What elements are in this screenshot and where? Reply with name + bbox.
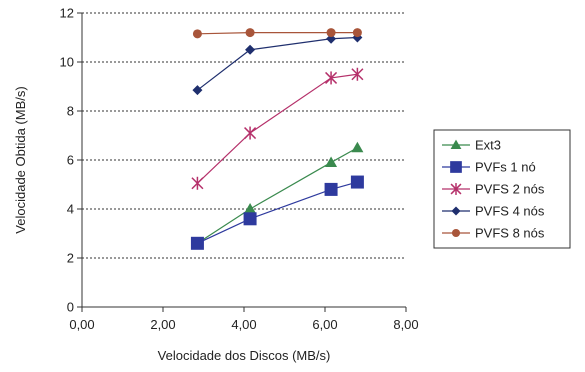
x-tick-label: 6,00: [312, 317, 337, 332]
series-line: [197, 31, 358, 35]
legend-label: PVFS 8 nós: [475, 226, 545, 241]
series-line: [197, 36, 358, 91]
x-tick-label: 0,00: [69, 317, 94, 332]
legend-entry: PVFS 2 nós: [442, 182, 545, 197]
legend-label: Ext3: [475, 138, 501, 153]
y-axis-title: Velocidade Obtida (MB/s): [13, 86, 28, 233]
x-tick-label: 2,00: [150, 317, 175, 332]
x-tick-label: 8,00: [393, 317, 418, 332]
legend-entry: PVFS 8 nós: [442, 226, 545, 241]
data-point: [450, 139, 462, 150]
y-tick-label: 12: [60, 6, 74, 21]
gridlines: [82, 12, 406, 259]
legend-entry: Ext3: [442, 138, 501, 153]
legend-entry: PVFS 4 nós: [442, 204, 545, 219]
data-point: [244, 203, 257, 214]
data-point: [450, 161, 462, 173]
data-point: [192, 29, 202, 39]
data-point: [451, 228, 461, 238]
data-point: [351, 141, 364, 153]
legend-label: PVFS 4 nós: [475, 204, 545, 219]
data-point: [450, 183, 462, 195]
data-point: [325, 156, 338, 167]
data-point: [243, 212, 257, 226]
y-tick-label: 10: [60, 55, 74, 70]
data-point: [245, 28, 255, 38]
series-pvfs-1-n-: [190, 175, 364, 250]
data-point: [192, 85, 203, 96]
x-tick-label: 4,00: [231, 317, 256, 332]
y-tick-label: 2: [67, 251, 74, 266]
legend-label: PVFS 2 nós: [475, 182, 545, 197]
data-point: [325, 71, 338, 85]
series-group: [190, 28, 364, 250]
legend: Ext3 PVFs 1 nó PVFS 2 nós PVFS 4 nós PVFS 8 …: [433, 129, 571, 249]
x-axis-title: Velocidade dos Discos (MB/s): [158, 348, 331, 363]
series-ext3: [191, 141, 364, 248]
legend-entry: PVFs 1 nó: [442, 160, 536, 175]
data-point: [451, 206, 461, 216]
y-tick-label: 0: [67, 300, 74, 315]
data-point: [191, 176, 204, 190]
data-point: [350, 175, 364, 189]
x-tick-labels: 0,00 2,00 4,00 6,00 8,00: [69, 317, 418, 332]
y-tick-label: 4: [67, 202, 74, 217]
data-point: [352, 28, 362, 38]
y-tick-label: 8: [67, 104, 74, 119]
series-pvfs-8-n-s: [192, 28, 362, 39]
data-point: [245, 44, 256, 55]
y-tick-label: 6: [67, 153, 74, 168]
series-line: [197, 181, 358, 244]
y-tick-labels: 0 2 4 6 8 10 12: [60, 6, 74, 315]
series-line: [197, 147, 358, 244]
axes: [77, 12, 407, 312]
series-line: [197, 73, 358, 184]
series-pvfs-4-n-s: [192, 32, 363, 96]
data-point: [190, 236, 204, 250]
data-point: [326, 28, 336, 38]
data-point: [324, 182, 338, 196]
legend-label: PVFs 1 nó: [475, 160, 536, 175]
data-point: [244, 126, 257, 140]
series-pvfs-2-n-s: [191, 67, 364, 190]
data-point: [351, 67, 364, 81]
